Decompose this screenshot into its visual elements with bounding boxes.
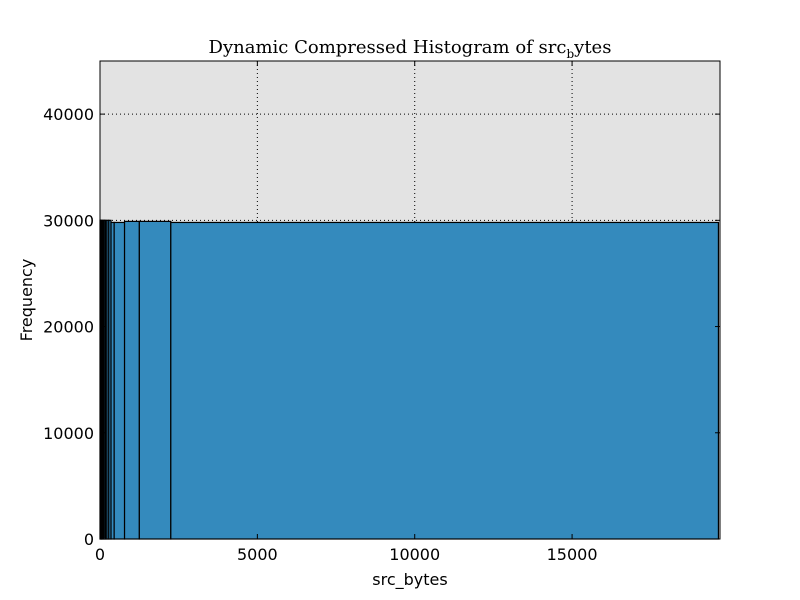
x-tick-label: 15000	[547, 545, 598, 564]
histogram-bar	[170, 221, 720, 540]
y-axis-label: Frequency	[17, 259, 36, 342]
y-tick-label: 40000	[43, 105, 94, 124]
histogram-bar	[123, 220, 140, 540]
x-tick-label: 0	[95, 545, 105, 564]
y-tick-label: 0	[84, 530, 94, 549]
y-tick-label: 30000	[43, 211, 94, 230]
x-axis-label: src_bytes	[372, 570, 447, 590]
x-tick-label: 5000	[237, 545, 278, 564]
y-tick-label: 10000	[43, 424, 94, 443]
chart-title: Dynamic Compressed Histogram of srcbytes	[209, 37, 612, 61]
bars	[99, 219, 720, 540]
histogram-bar	[138, 220, 172, 540]
y-tick-label: 20000	[43, 318, 94, 337]
ticks: 0 5000 10000 15000 0 10000 20000 30000 40000	[43, 61, 720, 564]
plot-frame	[99, 60, 721, 540]
histogram-bar	[113, 221, 126, 540]
x-tick-label: 10000	[389, 545, 440, 564]
